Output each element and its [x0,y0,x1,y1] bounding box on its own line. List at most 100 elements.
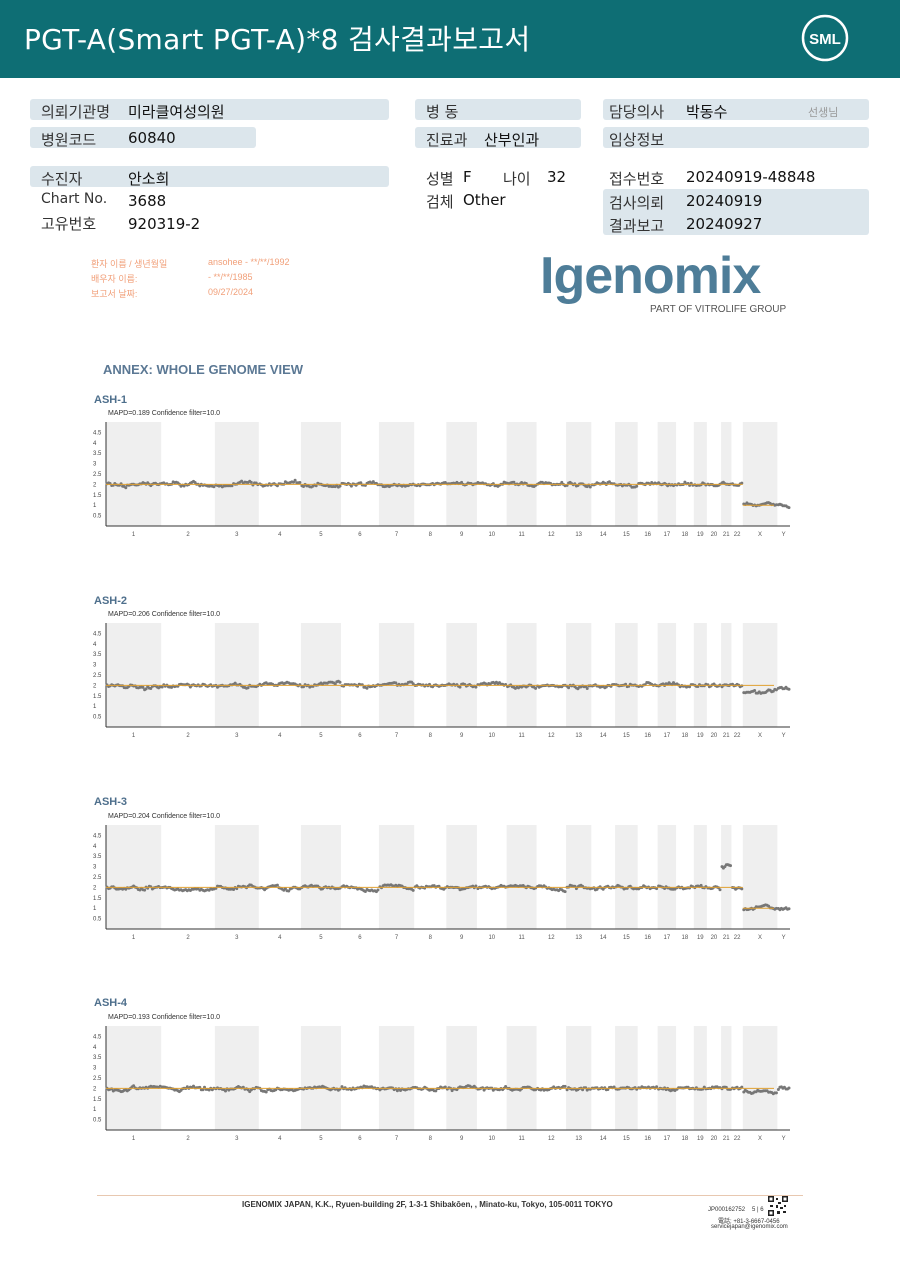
x-tick-label: 3 [235,1136,239,1142]
chromosome-band [566,623,592,727]
x-tick-label: 4 [278,733,282,739]
data-point [340,1085,344,1089]
chromosome-band [721,1026,732,1130]
y-tick-label: 3.5 [93,1055,102,1061]
x-tick-label: 9 [460,532,464,538]
sex-label: 성별 [426,170,454,188]
chart-label: Chart No. [41,191,108,207]
data-point [141,685,145,689]
data-point [729,864,732,868]
institution-value: 미라클여성의원 [128,103,225,121]
chromosome-band [657,1026,677,1130]
x-tick-label: 6 [358,1136,362,1142]
data-point [394,681,398,685]
x-tick-label: 12 [548,733,555,739]
doctor-label: 담당의사 [609,103,665,121]
data-point [314,484,318,488]
y-tick-label: 4.5 [93,430,102,436]
footer-email: servicejapan@igenomix.com [711,1224,788,1230]
data-point [230,484,234,488]
data-point [563,890,567,894]
data-point [612,1085,616,1089]
chromosome-band [446,1026,477,1130]
x-tick-label: 15 [623,935,630,941]
id-value: 920319-2 [128,215,201,233]
chromosome-band [566,1026,592,1130]
data-point [302,685,305,689]
x-tick-label: 12 [548,935,555,941]
report-date-label: 보고서 날짜: [91,289,138,299]
chromosome-band [566,825,592,929]
x-tick-label: 5 [319,733,323,739]
chromosome-band [693,1026,707,1130]
data-point [787,506,791,510]
data-point [635,484,639,488]
data-point [232,888,236,891]
y-tick-label: 0.5 [93,917,102,923]
chromosome-band [214,623,259,727]
chromosome-band [378,1026,415,1130]
data-point [565,1088,569,1092]
data-point [293,478,297,482]
chart-title: ASH-3 [94,796,128,808]
x-tick-label: 16 [644,532,651,538]
x-tick-label: 11 [518,733,525,739]
x-tick-label: 1 [132,532,136,538]
genome-plot: 0.511.522.533.544.51 2 3 4 5 6 7 8 9 10 11 12 13 14 15… [93,1026,791,1142]
y-tick-label: 1 [93,906,97,912]
x-tick-label: X [758,1136,762,1142]
chromosome-band [300,825,342,929]
chromosome-band [721,825,732,929]
y-tick-label: 1.5 [93,1097,102,1103]
data-point [688,685,692,689]
x-tick-label: 2 [186,532,190,538]
data-point [132,1084,136,1088]
dept-label: 진료과 [426,131,468,149]
id-label: 고유번호 [41,215,97,233]
age-label: 나이 [503,170,531,188]
data-point [338,484,342,488]
y-tick-label: 2 [93,1086,97,1092]
sml-logo: SML [801,14,849,62]
y-tick-label: 1.5 [93,896,102,902]
genome-plot: 0.511.522.533.544.51 2 3 4 5 6 7 8 9 10 11 12 13 14 15… [93,623,791,739]
y-tick-label: 4.5 [93,631,102,637]
chromosome-band [506,623,537,727]
ward-label: 병 동 [426,103,459,121]
data-point [740,887,744,891]
data-point [563,1084,567,1088]
chromosome-band [106,422,162,526]
data-point [275,883,279,887]
data-point [474,884,478,888]
x-tick-label: 22 [734,532,741,538]
footer-phone: 電話: +81-3-6667-0456 [718,1219,780,1225]
x-tick-label: 10 [488,1136,495,1142]
data-point [359,481,363,485]
data-point [504,1085,508,1088]
report-title: PGT-A(Smart PGT-A)*8 검사결과보고서 [24,23,531,56]
data-point [588,485,592,489]
x-tick-label: 3 [235,733,239,739]
data-point [376,888,380,892]
footer-page: 5 | 6 [752,1207,764,1213]
ward-box [415,99,581,120]
x-tick-label: 17 [663,733,670,739]
igenomix-logo: Igenomix PART OF VITROLIFE GROUP [540,250,786,315]
data-point [302,485,305,488]
x-tick-label: 14 [600,935,607,941]
x-tick-label: 6 [358,935,362,941]
x-tick-label: 4 [278,1136,282,1142]
chromosome-band [378,623,415,727]
hospital-code-label: 병원코드 [41,131,97,149]
x-tick-label: 19 [697,733,704,739]
x-tick-label: Y [782,733,786,739]
annex-title: ANNEX: WHOLE GENOME VIEW [103,362,304,377]
x-tick-label: X [758,935,762,941]
data-point [124,486,128,490]
x-tick-label: 15 [623,532,630,538]
data-point [224,1089,227,1093]
qr-code-icon [768,1196,788,1216]
institution-label: 의뢰기관명 [41,103,111,121]
chromosome-band [506,422,537,526]
chromosome-band [506,1026,537,1130]
